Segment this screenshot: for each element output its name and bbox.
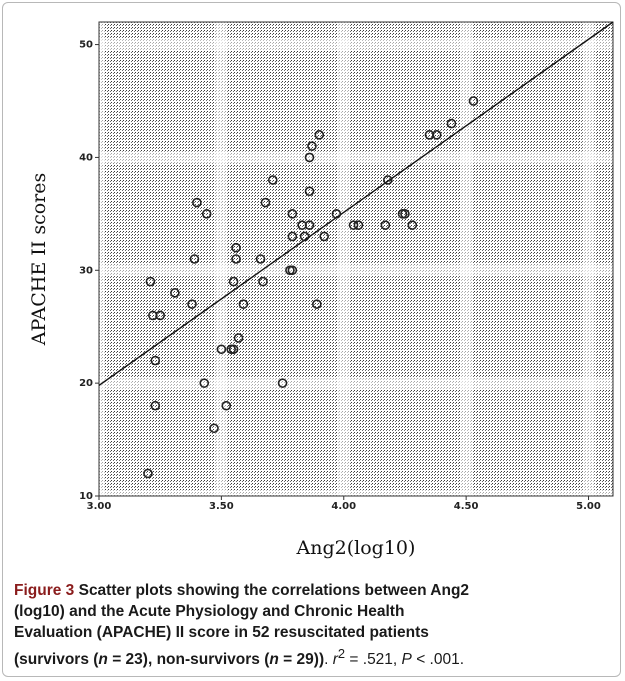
y-tick-label-2: 30 [79, 265, 93, 276]
data-point-0 [143, 468, 153, 479]
data-point-34 [304, 186, 315, 197]
data-point-24 [260, 197, 271, 208]
data-point-22 [255, 254, 266, 264]
data-point-12 [209, 423, 219, 434]
data-point-30 [287, 231, 298, 242]
grid-band-x-2 [337, 22, 350, 496]
x-tick-label-1: 3.50 [209, 501, 234, 512]
data-point-20 [233, 333, 244, 343]
data-point-51 [468, 96, 479, 106]
data-point-29 [287, 209, 298, 219]
x-tick-label-3: 4.50 [454, 501, 479, 512]
y-tick-label-4: 50 [79, 40, 93, 51]
data-point-14 [221, 400, 232, 411]
data-point-28 [287, 265, 298, 276]
data-point-44 [383, 175, 393, 185]
x-axis-title: Ang2(log10) [296, 537, 416, 559]
data-point-33 [304, 220, 315, 230]
x-tick-label-0: 3.00 [87, 501, 112, 512]
caption-line-3: Evaluation (APACHE) II score in 52 resus… [14, 624, 429, 641]
data-point-9 [192, 197, 202, 208]
figure-caption: Figure 3 Scatter plots showing the corre… [14, 580, 610, 670]
grid-band-y-4 [99, 38, 613, 51]
data-point-25 [267, 175, 278, 185]
y-tick-label-1: 20 [79, 378, 93, 389]
y-tick-label-3: 40 [79, 152, 93, 163]
data-point-47 [407, 220, 418, 230]
data-point-16 [228, 276, 239, 287]
data-point-23 [258, 276, 268, 287]
data-point-19 [231, 254, 241, 264]
grid-band-y-1 [99, 377, 613, 390]
caption-line-4: (survivors (n = 23), non-survivors (n = … [14, 646, 465, 669]
data-point-32 [299, 231, 310, 242]
data-point-8 [189, 254, 200, 264]
data-point-38 [314, 130, 325, 140]
figure-label: Figure 3 [14, 582, 75, 599]
data-point-4 [150, 400, 161, 411]
data-point-13 [216, 344, 227, 355]
data-point-50 [446, 118, 457, 129]
data-point-40 [331, 209, 342, 219]
x-tick-label-4: 5.00 [576, 501, 601, 512]
scatter-chart: 3.00 3.50 4.00 4.50 5.00 10 20 30 40 50 Ang2(log10… [28, 21, 614, 559]
grid-band-x-4 [582, 22, 595, 496]
x-tick-label-2: 4.00 [331, 501, 356, 512]
caption-line-1: Figure 3 Scatter plots showing the corre… [14, 580, 610, 601]
grid-band-y-3 [99, 151, 613, 164]
data-point-36 [307, 141, 317, 151]
data-point-10 [199, 378, 210, 388]
data-point-7 [187, 299, 197, 309]
data-point-18 [231, 242, 241, 253]
caption-line-1-text: Scatter plots showing the correlations b… [74, 582, 470, 599]
data-point-5 [155, 310, 165, 321]
data-point-39 [319, 231, 329, 242]
regression-line [98, 21, 614, 386]
plot-background [99, 22, 613, 496]
plot-frame [98, 21, 614, 497]
y-tick-label-0: 10 [79, 491, 93, 502]
data-point-43 [380, 220, 391, 230]
data-point-21 [238, 299, 249, 309]
caption-line-2: (log10) and the Acute Physiology and Chr… [14, 603, 405, 620]
data-point-3 [150, 355, 161, 366]
grid-band-y-2 [99, 264, 613, 277]
data-point-46 [400, 209, 410, 219]
data-point-26 [277, 378, 288, 388]
data-point-41 [348, 220, 359, 230]
data-point-42 [353, 220, 364, 230]
grid-band-x-3 [460, 22, 473, 496]
data-point-35 [304, 152, 315, 163]
y-axis-title: APACHE II scores [28, 173, 50, 346]
data-point-11 [201, 209, 212, 219]
data-point-49 [431, 130, 442, 140]
data-point-37 [312, 299, 322, 309]
data-point-1 [145, 276, 156, 287]
data-point-17 [228, 344, 239, 355]
data-point-6 [170, 288, 180, 298]
